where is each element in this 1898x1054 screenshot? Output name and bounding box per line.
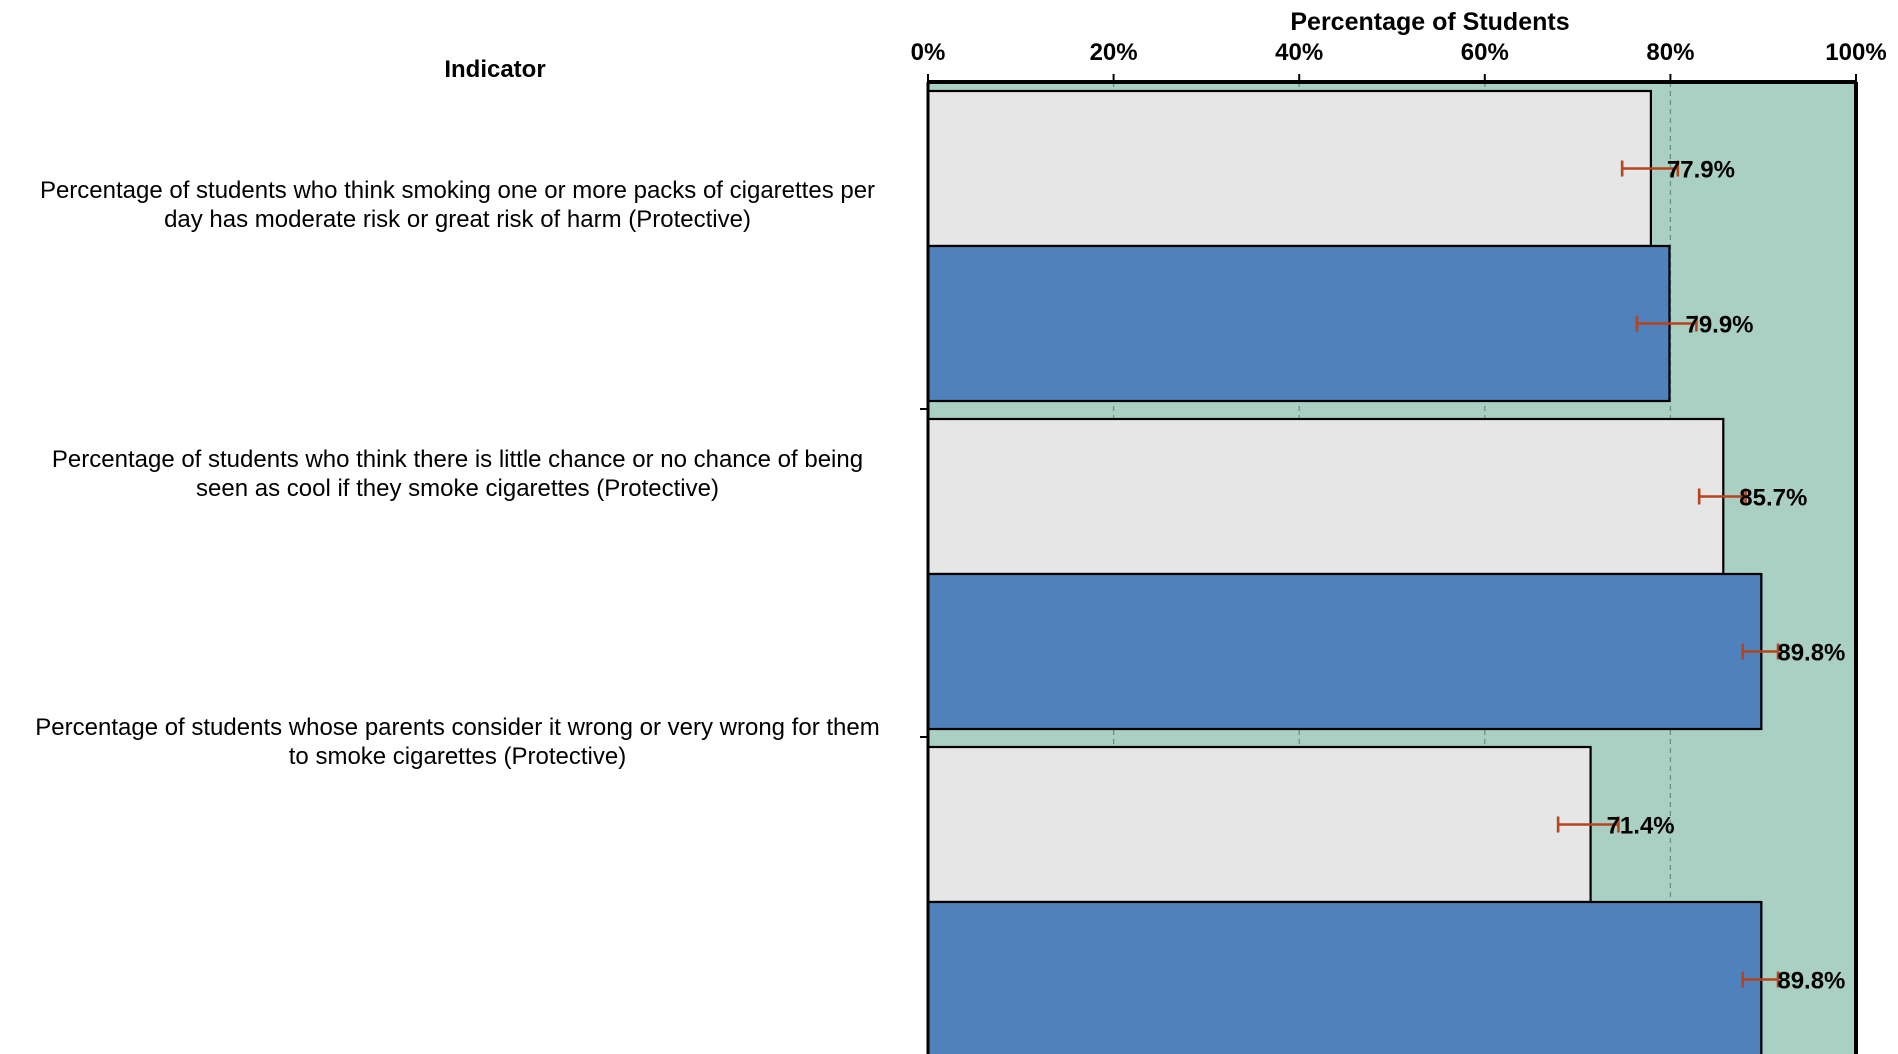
- indicator-label-1-line-1: Percentage of students who think smoking…: [39, 177, 876, 204]
- indicator-label-3: Percentage of students whose parents con…: [10, 713, 905, 771]
- x-tick-label-1: 20%: [1090, 39, 1138, 66]
- indicator-label-3-line-1: Percentage of students whose parents con…: [35, 714, 880, 741]
- data-label-s2-c2: 89.8%: [1777, 640, 1845, 667]
- indicator-column-header: Indicator: [444, 56, 546, 83]
- chart-title: Percentage of Students: [1290, 8, 1570, 36]
- bar-s1-c3: [926, 745, 1592, 904]
- error-bar-s2-c2: [1741, 643, 1780, 660]
- bar-s2-c3: [926, 900, 1763, 1054]
- data-label-s2-c3: 89.8%: [1777, 968, 1845, 995]
- x-tick-label-4: 80%: [1646, 39, 1694, 66]
- x-tick-label-2: 40%: [1275, 39, 1323, 66]
- data-label-s1-c1: 77.9%: [1667, 157, 1735, 184]
- indicator-label-1: Percentage of students who think smoking…: [10, 176, 905, 234]
- x-tick-label-5: 100%: [1825, 39, 1886, 66]
- data-label-s1-c3: 71.4%: [1607, 813, 1675, 840]
- indicator-label-2: Percentage of students who think there i…: [10, 445, 905, 503]
- indicator-label-3-line-2: to smoke cigarettes (Protective): [288, 743, 627, 770]
- bar-s1-c2: [926, 417, 1725, 576]
- indicator-label-2-line-2: seen as cool if they smoke cigarettes (P…: [196, 475, 719, 502]
- bar-s1-c1: [926, 89, 1653, 248]
- error-bar-s1-c3: [1556, 816, 1620, 833]
- x-tick-label-0: 0%: [911, 39, 946, 66]
- error-bar-s1-c1: [1620, 160, 1680, 177]
- error-bar-s1-c2: [1697, 488, 1747, 505]
- data-label-s1-c2: 85.7%: [1739, 485, 1807, 512]
- bar-s2-c2: [926, 572, 1763, 731]
- error-bar-s2-c3: [1741, 971, 1780, 988]
- error-bar-s2-c1: [1635, 315, 1698, 332]
- data-label-s2-c1: 79.9%: [1685, 312, 1753, 339]
- bar-s2-c1: [926, 244, 1671, 403]
- indicator-label-1-line-2: day has moderate risk or great risk of h…: [164, 206, 751, 233]
- indicator-label-2-line-1: Percentage of students who think there i…: [51, 446, 864, 473]
- x-tick-label-3: 60%: [1461, 39, 1509, 66]
